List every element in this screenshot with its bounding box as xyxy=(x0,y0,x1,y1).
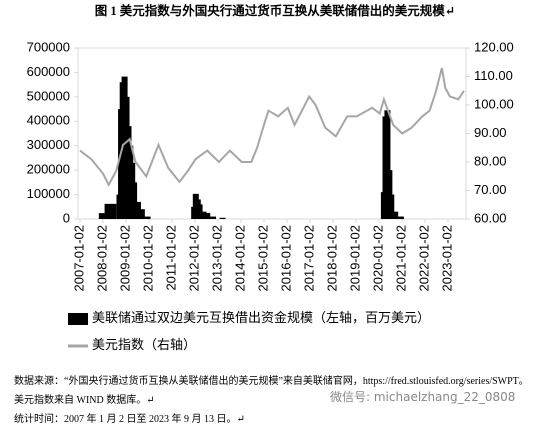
bar xyxy=(131,182,138,219)
x-tick-label: 2017-01-02 xyxy=(301,225,316,292)
x-tick-label: 2013-01-02 xyxy=(209,225,224,292)
index-line xyxy=(79,67,465,187)
y-tick-label: 0 xyxy=(63,210,70,225)
x-tick-label: 2008-01-02 xyxy=(94,225,109,292)
x-tick-label: 2023-01-02 xyxy=(439,225,454,292)
chart: 图 1 美元指数与外国央行通过货币互换从美联储借出的美元规模↵ 美联储通过双边美… xyxy=(27,3,514,352)
bar xyxy=(98,213,105,219)
x-tick-label: 2012-01-02 xyxy=(186,225,201,292)
legend-label: 美元指数（右轴） xyxy=(92,337,196,352)
bar xyxy=(138,209,145,219)
watermark: 微信号: michaelzhang_22_0808 xyxy=(330,390,516,404)
bar xyxy=(392,211,399,219)
bar xyxy=(219,217,226,219)
bar xyxy=(200,211,207,219)
y2-tick-label: 110.00 xyxy=(474,68,513,83)
bar xyxy=(110,203,117,219)
x-tick-label: 2009-01-02 xyxy=(117,225,132,292)
y-tick-label: 400000 xyxy=(27,113,70,128)
y2-tick-label: 60.00 xyxy=(474,210,507,225)
y2-tick-label: 70.00 xyxy=(474,182,507,197)
y2-tick-label: 90.00 xyxy=(474,125,507,140)
x-tick-label: 2019-01-02 xyxy=(347,225,362,292)
source-note: 数据来源：“外国央行通过货币互换从美联储借出的美元规模”来自美联储官网，http… xyxy=(14,376,529,406)
x-tick-label: 2007-01-02 xyxy=(71,225,86,292)
period-note: 统计时间：2007 年 1 月 2 日至 2023 年 9 月 13 日。↵ xyxy=(14,414,245,425)
bar xyxy=(144,216,151,219)
legend-swatch-bar xyxy=(68,313,88,325)
x-tick-label: 2018-01-02 xyxy=(324,225,339,292)
x-tick-label: 2022-01-02 xyxy=(416,225,431,292)
bar xyxy=(196,204,203,219)
y-tick-label: 700000 xyxy=(27,39,70,54)
x-tick-label: 2014-01-02 xyxy=(232,225,247,292)
x-tick-label: 2016-01-02 xyxy=(278,225,293,292)
y-tick-label: 200000 xyxy=(27,162,70,177)
bar xyxy=(134,201,141,219)
y-tick-label: 100000 xyxy=(27,186,70,201)
y2-tick-label: 120.00 xyxy=(474,39,514,54)
y-tick-label: 300000 xyxy=(27,137,70,152)
x-tick-label: 2010-01-02 xyxy=(140,225,155,292)
y-tick-label: 600000 xyxy=(27,64,70,79)
x-tick-label: 2020-01-02 xyxy=(370,225,385,292)
y2-tick-label: 100.00 xyxy=(474,96,514,111)
chart-title: 图 1 美元指数与外国央行通过货币互换从美联储借出的美元规模↵ xyxy=(95,3,455,18)
bar xyxy=(204,212,211,219)
x-tick-label: 2021-01-02 xyxy=(393,225,408,292)
bar xyxy=(388,194,395,219)
legend-label: 美联储通过双边美元互换借出资金规模（左轴，百万美元） xyxy=(92,310,430,325)
bar xyxy=(384,110,391,219)
x-tick-label: 2011-01-02 xyxy=(163,225,178,291)
x-tick-label: 2015-01-02 xyxy=(255,225,270,292)
bar xyxy=(104,203,111,219)
bar xyxy=(210,216,217,219)
y-tick-label: 500000 xyxy=(27,88,70,103)
y2-tick-label: 80.00 xyxy=(474,153,507,168)
bar xyxy=(397,216,404,219)
